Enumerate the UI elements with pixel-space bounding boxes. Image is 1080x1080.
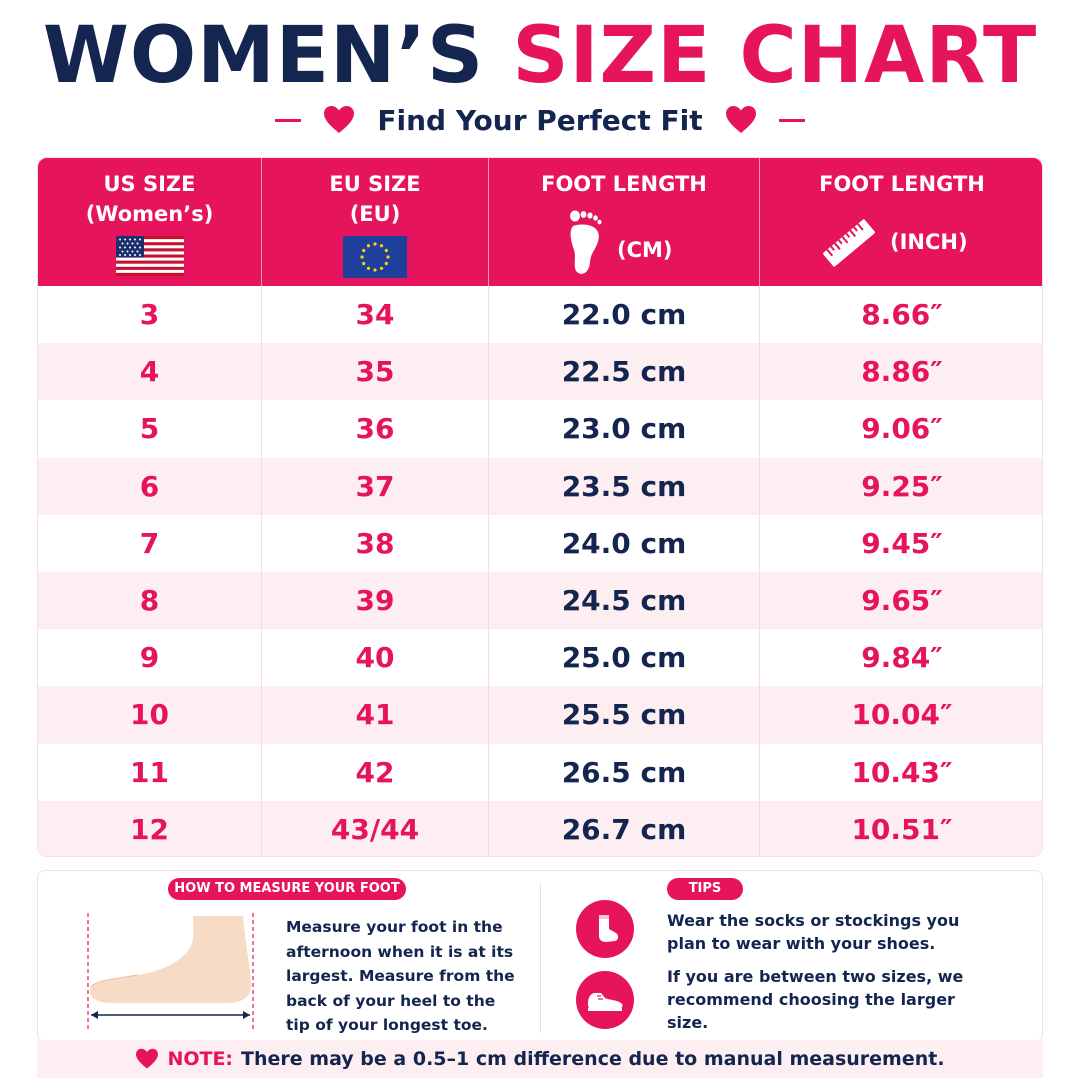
us-size-cell: 10 xyxy=(38,686,262,744)
foot-measure-illustration xyxy=(87,913,254,1029)
inch-length-cell: 9.06″ xyxy=(861,412,943,446)
eu-size-cell: 36 xyxy=(262,400,489,458)
eu-size-cell: 41 xyxy=(262,686,489,744)
cm-length-cell: 24.0 cm xyxy=(489,514,760,572)
info-panel: HOW TO MEASURE YOUR FOOT Measure your fo… xyxy=(37,870,1043,1042)
table-row: 5 36 23.0 cm 9.06″ xyxy=(38,400,1042,458)
table-row: 10 41 25.5 cm 10.04″ xyxy=(38,686,1042,744)
tip-sizing-text: If you are between two sizes, we recomme… xyxy=(667,967,964,1032)
table-row: 7 38 24.0 cm 9.45″ xyxy=(38,514,1042,572)
measure-heading: HOW TO MEASURE YOUR FOOT xyxy=(168,878,406,900)
subtitle: Find Your Perfect Fit xyxy=(377,103,703,137)
shoe-icon xyxy=(576,971,634,1029)
note-text: There may be a 0.5–1 cm difference due t… xyxy=(241,1048,945,1070)
column-header-us: US SIZE (Women’s) xyxy=(38,158,262,286)
cm-length-cell: 25.0 cm xyxy=(489,629,760,687)
panel-divider xyxy=(540,883,541,1033)
tips-heading: TIPS xyxy=(667,878,743,900)
cm-length-cell: 23.5 cm xyxy=(489,457,760,515)
eu-size-cell: 38 xyxy=(262,514,489,572)
table-row: 12 43/44 26.7 cm 10.51″ xyxy=(38,800,1042,856)
column-header-label: FOOT LENGTH xyxy=(541,172,707,196)
column-header-label: US SIZE xyxy=(103,172,196,196)
us-size-cell: 5 xyxy=(38,400,262,458)
us-size-cell: 6 xyxy=(38,457,262,515)
eu-size-cell: 40 xyxy=(262,629,489,687)
table-row: 9 40 25.0 cm 9.84″ xyxy=(38,629,1042,687)
note-label: NOTE: xyxy=(167,1048,234,1070)
ruler-icon xyxy=(823,219,875,267)
eu-size-cell: 42 xyxy=(262,743,489,801)
note-bar: NOTE: There may be a 0.5–1 cm difference… xyxy=(37,1040,1043,1078)
size-table: US SIZE (Women’s) xyxy=(37,157,1043,857)
heart-icon xyxy=(136,1048,159,1069)
eu-size-cell: 34 xyxy=(262,286,489,344)
cm-length-cell: 26.7 cm xyxy=(489,800,760,856)
inch-length-cell: 9.65″ xyxy=(861,584,943,618)
eu-flag-icon xyxy=(343,236,407,278)
us-size-cell: 7 xyxy=(38,514,262,572)
us-size-cell: 8 xyxy=(38,571,262,630)
column-header-label: EU SIZE xyxy=(329,172,421,196)
inch-length-cell: 9.84″ xyxy=(861,641,943,675)
us-size-cell: 4 xyxy=(38,343,262,401)
cm-length-cell: 26.5 cm xyxy=(489,743,760,801)
cm-length-cell: 23.0 cm xyxy=(489,400,760,458)
subtitle-bar: Find Your Perfect Fit xyxy=(0,100,1080,140)
eu-size-cell: 39 xyxy=(262,571,489,630)
inch-length-cell: 8.86″ xyxy=(861,355,943,389)
title-part-2: SIZE CHART xyxy=(512,11,1038,101)
table-header: US SIZE (Women’s) xyxy=(38,158,1042,286)
column-header-inch: FOOT LENGTH (INCH) xyxy=(760,158,1042,286)
inch-length-cell: 10.51″ xyxy=(851,812,953,846)
cm-length-cell: 25.5 cm xyxy=(489,686,760,744)
cm-length-cell: 24.5 cm xyxy=(489,571,760,630)
tip-socks-text: Wear the socks or stockings you plan to … xyxy=(667,911,960,953)
column-header-sublabel: (Women’s) xyxy=(85,202,214,226)
us-flag-icon xyxy=(115,236,184,276)
footprint-icon xyxy=(570,210,602,274)
column-header-sublabel: (INCH) xyxy=(890,230,968,254)
measure-instructions: Measure your foot in the afternoon when … xyxy=(286,918,515,1034)
left-dash xyxy=(275,118,302,122)
eu-size-cell: 35 xyxy=(262,343,489,401)
heart-icon xyxy=(324,106,355,133)
table-row: 4 35 22.5 cm 8.86″ xyxy=(38,343,1042,401)
column-header-eu: EU SIZE (EU) xyxy=(262,158,489,286)
column-header-sublabel: (CM) xyxy=(617,238,673,262)
table-row: 3 34 22.0 cm 8.66″ xyxy=(38,286,1042,344)
us-size-cell: 12 xyxy=(38,800,262,856)
heart-icon xyxy=(725,106,756,133)
title-part-1: WOMEN’S xyxy=(42,11,485,101)
right-dash xyxy=(778,118,805,122)
cm-length-cell: 22.5 cm xyxy=(489,343,760,401)
column-header-label: FOOT LENGTH xyxy=(819,172,985,196)
table-body: 3 34 22.0 cm 8.66″ 4 35 22.5 cm 8.86″ 5 … xyxy=(38,286,1042,856)
inch-length-cell: 10.04″ xyxy=(851,698,953,732)
us-size-cell: 9 xyxy=(38,629,262,687)
us-size-cell: 11 xyxy=(38,743,262,801)
cm-length-cell: 22.0 cm xyxy=(489,286,760,344)
us-size-cell: 3 xyxy=(38,286,262,344)
inch-length-cell: 9.45″ xyxy=(861,526,943,560)
inch-length-cell: 8.66″ xyxy=(861,298,943,332)
eu-size-cell: 37 xyxy=(262,457,489,515)
eu-size-cell: 43/44 xyxy=(262,800,489,856)
column-header-cm: FOOT LENGTH (CM) xyxy=(489,158,760,286)
inch-length-cell: 9.25″ xyxy=(861,469,943,503)
inch-length-cell: 10.43″ xyxy=(851,755,953,789)
table-row: 6 37 23.5 cm 9.25″ xyxy=(38,457,1042,515)
column-header-sublabel: (EU) xyxy=(349,202,401,226)
page-title: WOMEN’S SIZE CHART xyxy=(0,8,1080,104)
table-row: 8 39 24.5 cm 9.65″ xyxy=(38,571,1042,630)
sock-icon xyxy=(576,900,634,958)
table-row: 11 42 26.5 cm 10.43″ xyxy=(38,743,1042,801)
